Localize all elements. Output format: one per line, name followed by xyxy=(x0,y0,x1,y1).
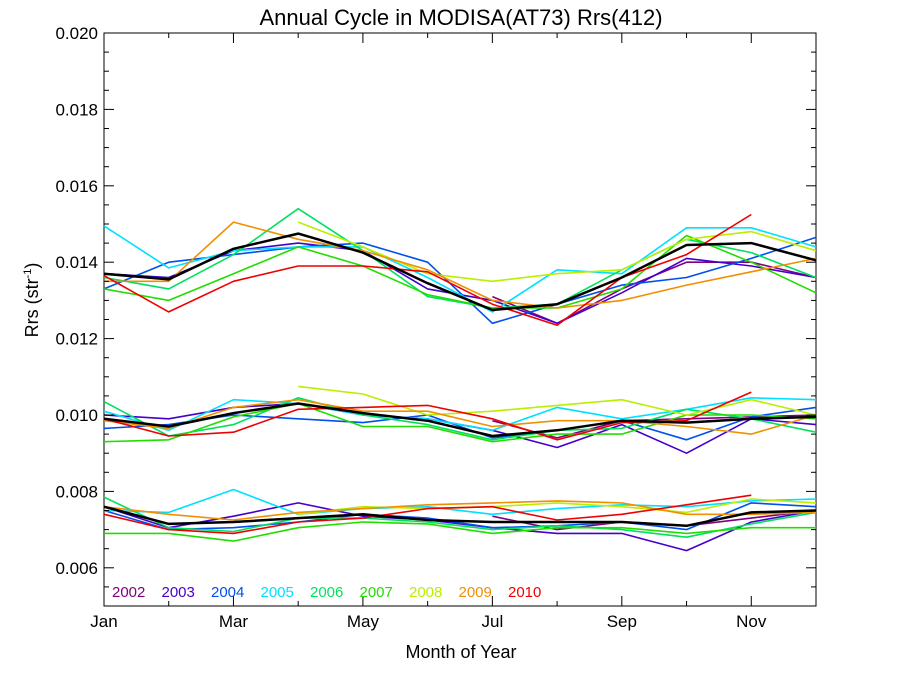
y-axis-label-main: Rrs (str xyxy=(22,278,42,337)
legend-item: 2010 xyxy=(508,584,541,601)
x-tick-label: Sep xyxy=(607,612,637,631)
x-axis-label: Month of Year xyxy=(405,642,516,662)
series-line xyxy=(104,221,817,309)
series-line xyxy=(103,207,817,309)
series-mean xyxy=(103,232,817,528)
series-line xyxy=(103,500,817,521)
legend-item: 2008 xyxy=(409,584,442,601)
legend-item: 2007 xyxy=(360,584,393,601)
y-tick-label: 0.020 xyxy=(55,24,98,43)
x-tick-label: Jul xyxy=(481,612,503,631)
legend-item: 2004 xyxy=(211,584,244,601)
legend-item: 2005 xyxy=(261,584,294,601)
legend-item: 2002 xyxy=(112,584,145,601)
series-line xyxy=(104,521,816,542)
series-2007 xyxy=(103,234,817,542)
series-line xyxy=(103,397,817,432)
series-line xyxy=(103,505,817,528)
series-line xyxy=(103,496,817,538)
series-line xyxy=(103,213,752,326)
series-line xyxy=(103,397,817,441)
series-2006 xyxy=(103,207,817,538)
x-tick-label: Mar xyxy=(219,612,249,631)
series-line xyxy=(298,385,817,416)
y-tick-label: 0.006 xyxy=(55,559,98,578)
series-line xyxy=(103,398,817,435)
series-line xyxy=(103,232,817,312)
y-tick-label: 0.016 xyxy=(55,177,98,196)
y-tick-label: 0.018 xyxy=(55,100,98,119)
y-tick-label: 0.012 xyxy=(55,330,98,349)
series-line xyxy=(103,402,817,438)
y-axis-label: Rrs (str-1) xyxy=(22,263,42,338)
series-layer xyxy=(103,207,817,552)
y-tick-label: 0.010 xyxy=(55,406,98,425)
legend-item: 2009 xyxy=(459,584,492,601)
legend: 2002 2003 2004 2005 2006 2007 2008 2009 2010 xyxy=(112,584,541,601)
x-tick-label: Jan xyxy=(90,612,117,631)
series-2009 xyxy=(103,221,817,521)
x-tick-label: May xyxy=(347,612,380,631)
series-line xyxy=(103,488,817,516)
legend-item: 2003 xyxy=(162,584,195,601)
x-tick-label: Nov xyxy=(736,612,767,631)
series-line xyxy=(103,234,817,309)
series-line xyxy=(297,221,817,283)
y-tick-label: 0.014 xyxy=(55,253,98,272)
axis-layer: 0.006 0.008 0.010 0.012 0.014 0.016 0.018 0.020… xyxy=(55,24,816,631)
series-line xyxy=(103,502,817,552)
chart-title: Annual Cycle in MODISA(AT73) Rrs(412) xyxy=(259,5,662,30)
series-line xyxy=(103,236,817,325)
series-line xyxy=(103,402,817,443)
y-tick-label: 0.008 xyxy=(55,482,98,501)
y-axis-label-superscript: -1 xyxy=(22,269,34,279)
series-line xyxy=(103,494,752,535)
series-line xyxy=(103,502,817,531)
y-axis-label-close: ) xyxy=(22,263,42,269)
legend-item: 2006 xyxy=(310,584,343,601)
